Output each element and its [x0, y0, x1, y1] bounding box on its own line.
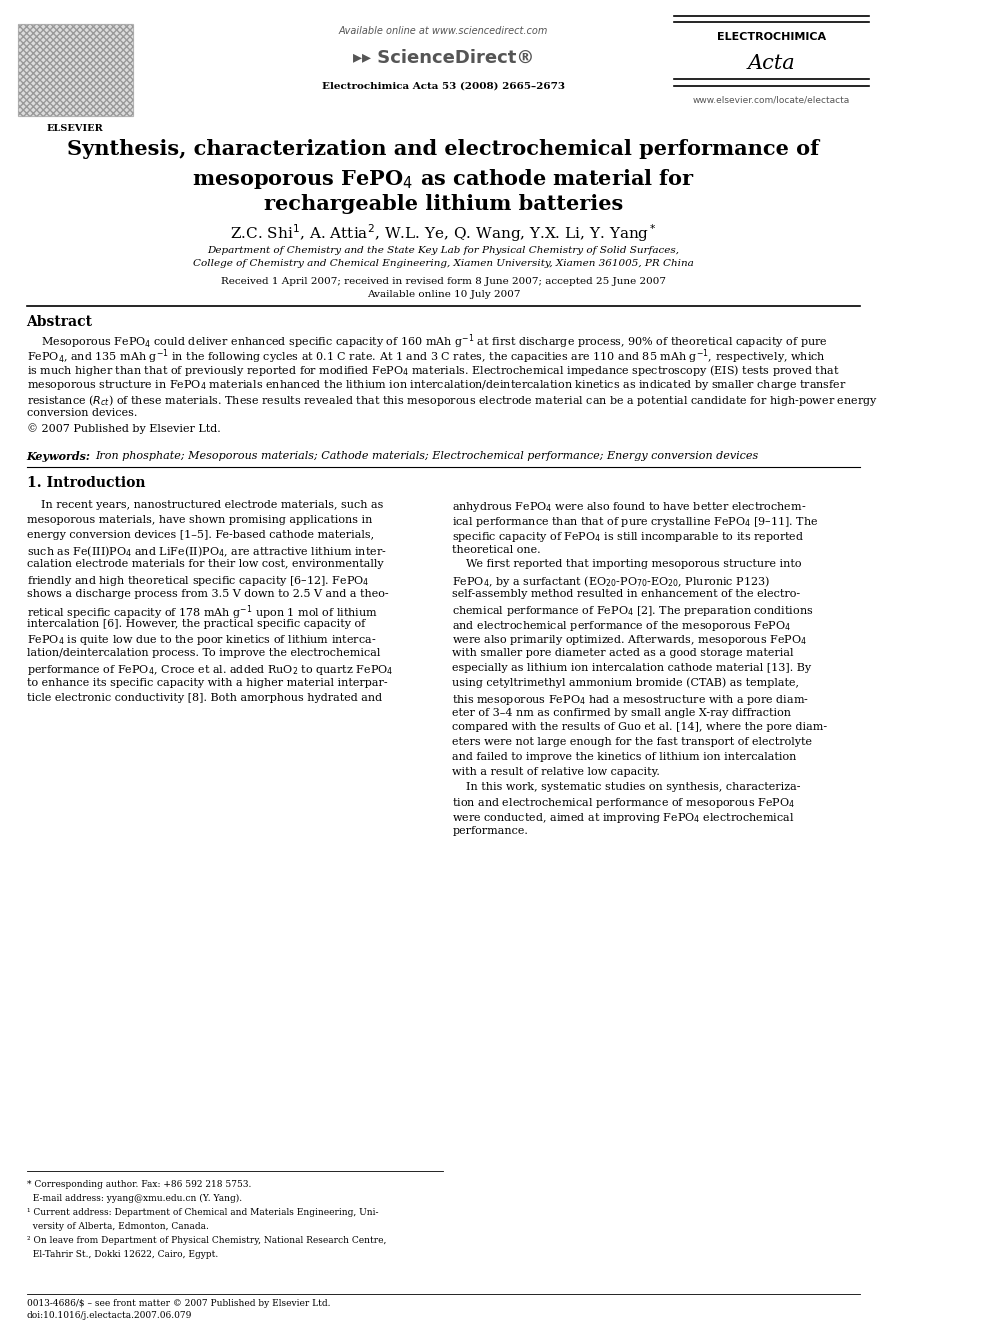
Text: calation electrode materials for their low cost, environmentally: calation electrode materials for their l…: [27, 560, 383, 569]
Text: tion and electrochemical performance of mesoporous FePO$_4$: tion and electrochemical performance of …: [452, 796, 796, 811]
Text: In this work, systematic studies on synthesis, characteriza-: In this work, systematic studies on synt…: [452, 782, 801, 791]
Text: is much higher than that of previously reported for modified FePO$_4$ materials.: is much higher than that of previously r…: [27, 363, 839, 377]
Text: conversion devices.: conversion devices.: [27, 407, 137, 418]
Text: versity of Alberta, Edmonton, Canada.: versity of Alberta, Edmonton, Canada.: [27, 1222, 208, 1230]
Text: specific capacity of FePO$_4$ is still incomparable to its reported: specific capacity of FePO$_4$ is still i…: [452, 529, 805, 544]
Text: Iron phosphate; Mesoporous materials; Cathode materials; Electrochemical perform: Iron phosphate; Mesoporous materials; Ca…: [95, 451, 758, 462]
Text: doi:10.1016/j.electacta.2007.06.079: doi:10.1016/j.electacta.2007.06.079: [27, 1311, 192, 1320]
Text: Available online 10 July 2007: Available online 10 July 2007: [367, 290, 520, 299]
Text: ▸▸ ScienceDirect®: ▸▸ ScienceDirect®: [353, 49, 534, 67]
Text: Mesoporous FePO$_4$ could deliver enhanced specific capacity of 160 mAh g$^{-1}$: Mesoporous FePO$_4$ could deliver enhanc…: [27, 332, 827, 351]
Text: chemical performance of FePO$_4$ [2]. The preparation conditions: chemical performance of FePO$_4$ [2]. Th…: [452, 603, 813, 618]
Text: friendly and high theoretical specific capacity [6–12]. FePO$_4$: friendly and high theoretical specific c…: [27, 574, 369, 589]
Bar: [18, 24, 133, 116]
Text: FePO$_4$ is quite low due to the poor kinetics of lithium interca-: FePO$_4$ is quite low due to the poor ki…: [27, 634, 376, 647]
Text: were conducted, aimed at improving FePO$_4$ electrochemical: were conducted, aimed at improving FePO$…: [452, 811, 795, 826]
Text: 0013-4686/$ – see front matter © 2007 Published by Elsevier Ltd.: 0013-4686/$ – see front matter © 2007 Pu…: [27, 1299, 330, 1308]
Text: to enhance its specific capacity with a higher material interpar-: to enhance its specific capacity with a …: [27, 677, 387, 688]
Text: eters were not large enough for the fast transport of electrolyte: eters were not large enough for the fast…: [452, 737, 812, 747]
Text: ticle electronic conductivity [8]. Both amorphous hydrated and: ticle electronic conductivity [8]. Both …: [27, 693, 382, 703]
Text: In recent years, nanostructured electrode materials, such as: In recent years, nanostructured electrod…: [27, 500, 383, 511]
Text: retical specific capacity of 178 mAh g$^{-1}$ upon 1 mol of lithium: retical specific capacity of 178 mAh g$^…: [27, 603, 378, 622]
Text: mesoporous FePO$_4$ as cathode material for: mesoporous FePO$_4$ as cathode material …: [191, 167, 695, 191]
Text: intercalation [6]. However, the practical specific capacity of: intercalation [6]. However, the practica…: [27, 619, 365, 628]
Text: were also primarily optimized. Afterwards, mesoporous FePO$_4$: were also primarily optimized. Afterward…: [452, 634, 807, 647]
Text: compared with the results of Guo et al. [14], where the pore diam-: compared with the results of Guo et al. …: [452, 722, 827, 733]
Text: ELSEVIER: ELSEVIER: [47, 124, 104, 134]
Text: self-assembly method resulted in enhancement of the electro-: self-assembly method resulted in enhance…: [452, 589, 801, 599]
Text: www.elsevier.com/locate/electacta: www.elsevier.com/locate/electacta: [692, 95, 850, 105]
Text: anhydrous FePO$_4$ were also found to have better electrochem-: anhydrous FePO$_4$ were also found to ha…: [452, 500, 806, 515]
Text: mesoporous materials, have shown promising applications in: mesoporous materials, have shown promisi…: [27, 515, 372, 525]
Text: E-mail address: yyang@xmu.edu.cn (Y. Yang).: E-mail address: yyang@xmu.edu.cn (Y. Yan…: [27, 1193, 242, 1203]
Text: Acta: Acta: [748, 54, 796, 73]
Text: Electrochimica Acta 53 (2008) 2665–2673: Electrochimica Acta 53 (2008) 2665–2673: [322, 82, 564, 91]
Text: energy conversion devices [1–5]. Fe-based cathode materials,: energy conversion devices [1–5]. Fe-base…: [27, 529, 374, 540]
Text: Z.C. Shi$^1$, A. Attia$^2$, W.L. Ye, Q. Wang, Y.X. Li, Y. Yang$^*$: Z.C. Shi$^1$, A. Attia$^2$, W.L. Ye, Q. …: [230, 222, 657, 243]
Text: ² On leave from Department of Physical Chemistry, National Research Centre,: ² On leave from Department of Physical C…: [27, 1236, 386, 1245]
Text: College of Chemistry and Chemical Engineering, Xiamen University, Xiamen 361005,: College of Chemistry and Chemical Engine…: [193, 259, 693, 269]
Text: Received 1 April 2007; received in revised form 8 June 2007; accepted 25 June 20: Received 1 April 2007; received in revis…: [221, 277, 666, 286]
Text: and electrochemical performance of the mesoporous FePO$_4$: and electrochemical performance of the m…: [452, 619, 792, 632]
Text: FePO$_4$, by a surfactant (EO$_{20}$-PO$_{70}$-EO$_{20}$, Pluronic P123): FePO$_4$, by a surfactant (EO$_{20}$-PO$…: [452, 574, 770, 589]
Bar: [18, 24, 133, 116]
Text: performance.: performance.: [452, 826, 528, 836]
Text: using cetyltrimethyl ammonium bromide (CTAB) as template,: using cetyltrimethyl ammonium bromide (C…: [452, 677, 800, 688]
Text: We first reported that importing mesoporous structure into: We first reported that importing mesopor…: [452, 560, 802, 569]
Text: with a result of relative low capacity.: with a result of relative low capacity.: [452, 767, 660, 777]
Text: rechargeable lithium batteries: rechargeable lithium batteries: [264, 194, 623, 214]
Text: © 2007 Published by Elsevier Ltd.: © 2007 Published by Elsevier Ltd.: [27, 423, 220, 434]
Text: with smaller pore diameter acted as a good storage material: with smaller pore diameter acted as a go…: [452, 648, 794, 659]
Text: Available online at www.sciencedirect.com: Available online at www.sciencedirect.co…: [338, 26, 549, 37]
Text: theoretical one.: theoretical one.: [452, 545, 541, 554]
Text: performance of FePO$_4$, Croce et al. added RuO$_2$ to quartz FePO$_4$: performance of FePO$_4$, Croce et al. ad…: [27, 663, 393, 677]
Text: Synthesis, characterization and electrochemical performance of: Synthesis, characterization and electroc…: [67, 139, 819, 159]
Text: Abstract: Abstract: [27, 315, 92, 329]
Text: El-Tahrir St., Dokki 12622, Cairo, Egypt.: El-Tahrir St., Dokki 12622, Cairo, Egypt…: [27, 1249, 218, 1258]
Text: Keywords:: Keywords:: [27, 451, 98, 462]
Text: this mesoporous FePO$_4$ had a mesostructure with a pore diam-: this mesoporous FePO$_4$ had a mesostruc…: [452, 693, 809, 706]
Text: ¹ Current address: Department of Chemical and Materials Engineering, Uni-: ¹ Current address: Department of Chemica…: [27, 1208, 378, 1217]
Text: lation/deintercalation process. To improve the electrochemical: lation/deintercalation process. To impro…: [27, 648, 380, 659]
Text: FePO$_4$, and 135 mAh g$^{-1}$ in the following cycles at 0.1 C rate. At 1 and 3: FePO$_4$, and 135 mAh g$^{-1}$ in the fo…: [27, 347, 825, 366]
Text: Department of Chemistry and the State Key Lab for Physical Chemistry of Solid Su: Department of Chemistry and the State Ke…: [207, 246, 680, 255]
Text: resistance ($R_{ct}$) of these materials. These results revealed that this mesop: resistance ($R_{ct}$) of these materials…: [27, 393, 878, 407]
Text: and failed to improve the kinetics of lithium ion intercalation: and failed to improve the kinetics of li…: [452, 751, 797, 762]
Text: 1. Introduction: 1. Introduction: [27, 476, 145, 491]
Text: such as Fe(III)PO$_4$ and LiFe(II)PO$_4$, are attractive lithium inter-: such as Fe(III)PO$_4$ and LiFe(II)PO$_4$…: [27, 545, 386, 560]
Text: shows a discharge process from 3.5 V down to 2.5 V and a theo-: shows a discharge process from 3.5 V dow…: [27, 589, 388, 599]
Text: * Corresponding author. Fax: +86 592 218 5753.: * Corresponding author. Fax: +86 592 218…: [27, 1180, 251, 1189]
Text: eter of 3–4 nm as confirmed by small angle X-ray diffraction: eter of 3–4 nm as confirmed by small ang…: [452, 708, 792, 717]
Text: ical performance than that of pure crystalline FePO$_4$ [9–11]. The: ical performance than that of pure cryst…: [452, 515, 818, 529]
Text: especially as lithium ion intercalation cathode material [13]. By: especially as lithium ion intercalation …: [452, 663, 811, 673]
Text: ELECTROCHIMICA: ELECTROCHIMICA: [717, 32, 826, 42]
Text: mesoporous structure in FePO$_4$ materials enhanced the lithium ion intercalatio: mesoporous structure in FePO$_4$ materia…: [27, 378, 846, 392]
